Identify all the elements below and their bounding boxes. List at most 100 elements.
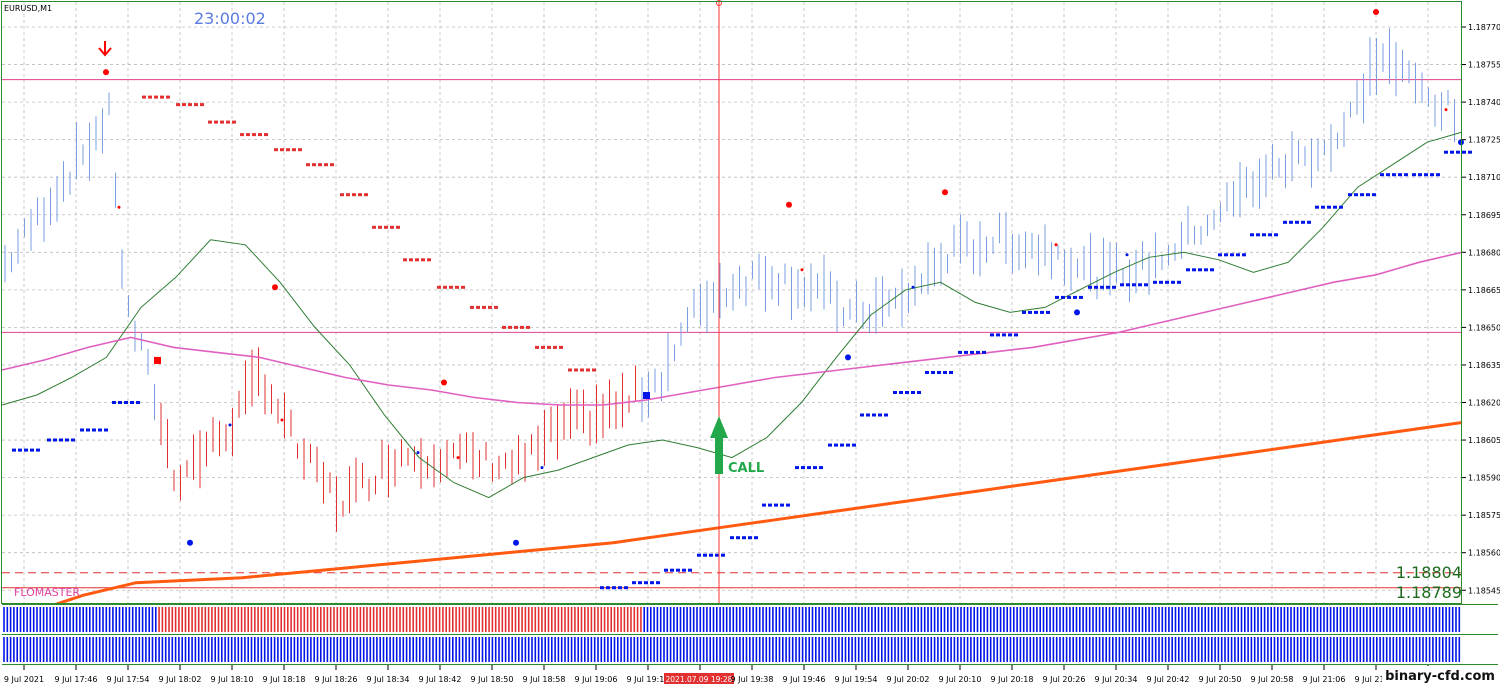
stop-dash: [1256, 233, 1260, 237]
stop-dash: [1014, 333, 1018, 337]
stop-dash: [1333, 205, 1337, 209]
stop-dash: [1372, 193, 1376, 197]
stop-dash: [559, 345, 563, 349]
stop-dash: [819, 466, 823, 470]
stop-dash: [352, 193, 356, 197]
stop-dash: [840, 443, 844, 447]
x-tick-label: 9 Jul 19:54: [835, 675, 878, 684]
stop-dash: [580, 368, 584, 372]
red-signal-dot: [1444, 108, 1448, 112]
stop-dash: [682, 568, 686, 572]
stop-dash: [1315, 205, 1319, 209]
stop-dash: [12, 448, 16, 452]
y-tick-label: 1.18725: [1468, 136, 1500, 145]
stop-dash: [443, 285, 447, 289]
crosshair-handle[interactable]: [716, 0, 722, 6]
stop-dash: [30, 448, 34, 452]
stop-dash: [292, 148, 296, 152]
x-tick-label: 9 Jul 18:10: [211, 675, 254, 684]
watermark-bg: [1382, 666, 1498, 684]
blue-signal-dot: [911, 285, 915, 289]
stop-dash: [574, 368, 578, 372]
stop-dash: [118, 401, 122, 404]
stop-dash: [280, 148, 284, 152]
stop-dash: [664, 568, 668, 572]
stop-dash: [298, 148, 302, 152]
stop-dash: [1386, 173, 1390, 177]
moving-averages: [1, 131, 1463, 615]
stop-dash: [553, 345, 557, 349]
x-tick-label: 9 Jul 18:58: [523, 675, 566, 684]
stop-dash: [1404, 173, 1408, 177]
stop-dash: [1430, 173, 1434, 177]
chart-frame: [1, 1, 1462, 604]
stop-dash: [1456, 150, 1460, 154]
stop-dash: [1171, 280, 1175, 284]
stop-dash: [461, 285, 465, 289]
stop-dash: [214, 120, 218, 124]
stop-dash: [1321, 205, 1325, 209]
stop-dash: [384, 225, 388, 229]
stop-dash: [1412, 173, 1416, 177]
ma-slow-line: [29, 421, 1463, 615]
stop-dash: [324, 163, 328, 167]
stop-dash: [36, 448, 40, 452]
stop-dash: [1198, 268, 1202, 272]
x-tick-label: 9 Jul 20:34: [1095, 675, 1138, 684]
red-signal-dot: [1373, 9, 1379, 15]
stop-dash: [1153, 280, 1157, 284]
x-tick-label: 9 Jul 20:58: [1251, 675, 1294, 684]
stop-dash: [618, 586, 622, 590]
y-tick-label: 1.18605: [1468, 436, 1500, 445]
x-tick-label: 9 Jul 19:06: [575, 675, 618, 684]
stop-dash: [232, 120, 236, 124]
x-tick-label: 9 Jul 2021: [4, 675, 44, 684]
stop-dash: [676, 568, 680, 572]
stop-dash: [688, 568, 692, 572]
stop-dash: [774, 503, 778, 507]
signal-dots: [103, 9, 1464, 546]
stop-dash: [780, 503, 784, 507]
x-tick-label: 9 Jul 17:54: [107, 675, 150, 684]
stop-dash: [318, 163, 322, 167]
stop-dash: [742, 536, 746, 540]
y-tick-label: 1.18740: [1468, 98, 1500, 107]
stop-dash: [899, 391, 903, 394]
blue-signal-dot: [187, 539, 193, 546]
stop-dash: [1028, 310, 1032, 314]
stop-dash: [1380, 173, 1384, 177]
stop-dash: [697, 553, 701, 557]
stop-dash: [1061, 295, 1065, 299]
stop-dash: [136, 401, 140, 404]
stop-dash: [762, 503, 766, 507]
stop-dash: [18, 448, 22, 452]
stop-dash: [644, 581, 648, 585]
stop-dash: [911, 391, 915, 394]
stop-dash: [931, 371, 935, 374]
x-tick-label: 9 Jul 18:18: [263, 675, 306, 684]
stop-dash: [786, 503, 790, 507]
stop-dash: [748, 536, 752, 540]
call-signal-label: CALL: [728, 461, 764, 476]
red-signal-dot: [103, 69, 109, 76]
stop-dash: [1046, 310, 1050, 314]
stop-dash: [996, 333, 1000, 337]
red-signal-dot: [117, 205, 121, 209]
stop-dash: [884, 413, 888, 417]
stop-dash: [813, 466, 817, 470]
stop-dash: [130, 401, 134, 404]
stop-dash: [166, 95, 170, 99]
stop-dash: [1022, 310, 1026, 314]
y-tick-label: 1.18755: [1468, 61, 1500, 70]
blue-signal-dot: [540, 466, 544, 470]
stop-dash: [1040, 310, 1044, 314]
y-tick-label: 1.18680: [1468, 248, 1500, 257]
stop-dash: [124, 401, 128, 404]
red-signal-dot: [280, 418, 284, 422]
stop-dash: [1132, 283, 1136, 287]
price-box-lower: 1.18789: [1396, 583, 1462, 602]
y-tick-label: 1.18635: [1468, 361, 1500, 370]
stop-dash: [1354, 193, 1358, 197]
stop-dash: [1295, 220, 1299, 224]
